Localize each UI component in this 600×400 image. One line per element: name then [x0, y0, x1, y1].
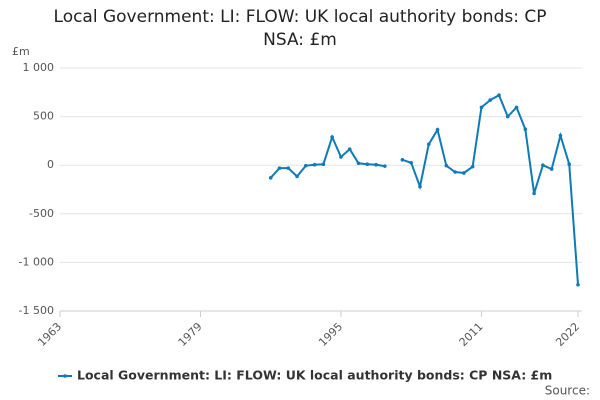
- point: [374, 162, 378, 167]
- point: [321, 162, 326, 167]
- x-tick-label: 1995: [316, 320, 345, 349]
- x-tick-label: 2011: [457, 320, 486, 349]
- point: [541, 163, 545, 167]
- y-tick-label: -1 500: [19, 304, 54, 317]
- y-tick-label: -500: [29, 207, 54, 220]
- x-tick-label: 1963: [35, 320, 64, 349]
- point: [453, 170, 457, 174]
- point: [339, 155, 343, 159]
- point: [365, 162, 370, 167]
- point: [532, 191, 536, 196]
- point: [409, 160, 413, 165]
- point: [567, 162, 572, 167]
- point: [304, 163, 308, 168]
- point: [497, 93, 501, 98]
- point: [435, 127, 440, 132]
- legend-label: Local Government: LI: FLOW: UK local aut…: [77, 368, 552, 383]
- point: [488, 98, 493, 102]
- point: [514, 105, 519, 110]
- point: [558, 133, 563, 138]
- point: [523, 127, 528, 132]
- point: [312, 162, 317, 167]
- point: [462, 171, 466, 175]
- point: [549, 167, 554, 171]
- source: Source:: [545, 384, 590, 398]
- y-tick-label: -1 000: [19, 255, 54, 268]
- line: [269, 93, 579, 285]
- chart-title: Local Government: LI: FLOW: UK local aut…: [53, 7, 547, 50]
- point: [444, 163, 449, 168]
- y-tick-label: 500: [33, 110, 54, 123]
- point: [505, 114, 510, 119]
- point: [479, 105, 484, 110]
- point: [268, 176, 273, 180]
- point: [347, 147, 352, 151]
- point: [470, 164, 475, 169]
- point: [295, 174, 299, 179]
- y-unit: £m: [12, 45, 30, 58]
- point: [356, 161, 361, 166]
- point: [330, 135, 334, 139]
- y-tick-label: 0: [47, 158, 54, 171]
- point: [400, 158, 405, 162]
- x-tick-label: 1979: [176, 320, 205, 349]
- point: [383, 164, 387, 168]
- point: [286, 166, 291, 170]
- point: [418, 184, 422, 189]
- y-tick-label: 1 000: [23, 61, 55, 74]
- point: [576, 282, 580, 287]
- point: [426, 142, 431, 147]
- x-tick-label: 2022: [553, 320, 582, 349]
- point: [277, 166, 282, 170]
- legend-marker: [63, 374, 67, 378]
